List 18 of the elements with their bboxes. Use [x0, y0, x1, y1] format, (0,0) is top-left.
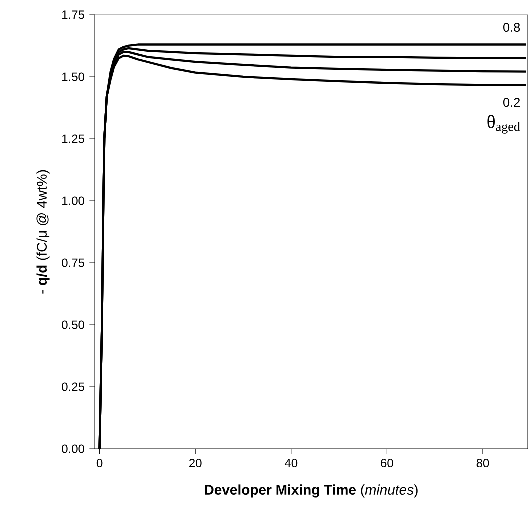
x-tick-label: 60: [381, 459, 394, 468]
x-tick-label: 0: [96, 459, 103, 468]
y-tick-label: 1.75: [62, 10, 84, 20]
y-tick-label: 0.50: [62, 320, 84, 330]
y-tick-label: 1.00: [62, 196, 84, 206]
annotation: θ$_{aged}$: [488, 115, 520, 134]
x-tick-label: 80: [476, 459, 490, 468]
x-tick-label: 40: [284, 459, 298, 468]
y-tick-label: 0.75: [62, 258, 84, 268]
series-label: 0.2: [504, 98, 520, 108]
y-tick-label: 1.50: [62, 72, 84, 82]
y-tick-label: 0.25: [62, 382, 84, 392]
series-label: 0.8: [504, 23, 520, 32]
y-tick-label: 1.25: [62, 134, 84, 144]
y-tick-label: 0.00: [62, 444, 84, 454]
x-tick-label: 20: [190, 459, 202, 468]
y-axis-title: - q/d (fC/μ @ 4wt%): [36, 170, 50, 294]
x-axis-title: Developer Mixing Time (minutes): [205, 484, 418, 498]
